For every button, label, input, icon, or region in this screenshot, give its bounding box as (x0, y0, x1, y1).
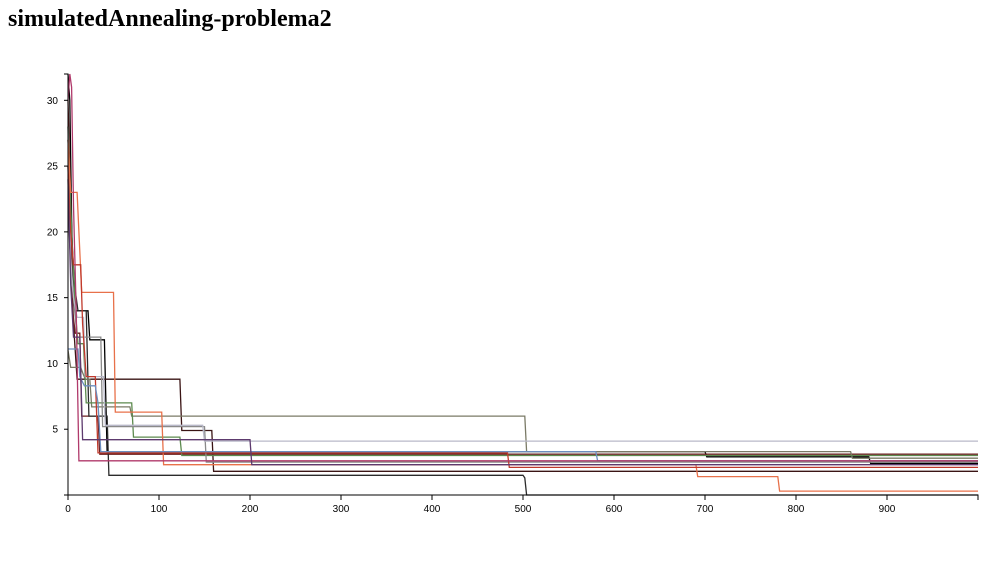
y-tick-label: 30 (47, 96, 59, 107)
y-tick-label: 10 (47, 359, 59, 370)
x-tick-label: 500 (515, 504, 532, 515)
series-line-7 (67, 126, 978, 463)
x-tick-label: 900 (879, 504, 896, 515)
y-tick-label: 25 (47, 162, 59, 173)
series-layer (67, 73, 978, 496)
x-tick-label: 600 (606, 504, 623, 515)
page-title: simulatedAnnealing-problema2 (8, 6, 332, 32)
x-tick-label: 800 (788, 504, 805, 515)
series-line-9 (67, 139, 978, 492)
series-line-6 (67, 126, 978, 457)
x-tick-label: 300 (333, 504, 350, 515)
series-line-8 (67, 166, 978, 442)
y-tick-label: 5 (52, 425, 58, 436)
y-axis (64, 73, 69, 496)
x-tick-label: 200 (242, 504, 259, 515)
x-tick-label: 100 (151, 504, 168, 515)
x-tick-label: 700 (697, 504, 714, 515)
axes-layer (64, 73, 979, 500)
y-tick-label: 20 (47, 227, 59, 238)
series-line-10 (67, 166, 978, 469)
x-tick-label: 400 (424, 504, 441, 515)
series-line-11 (68, 348, 978, 462)
series-line-1 (67, 73, 978, 465)
series-line-3 (67, 100, 978, 455)
series-line-13 (67, 179, 978, 466)
series-line-2 (67, 166, 978, 472)
ticks-layer: 0 100 200 300 400 500 600 700 800 900 5 10 15 20 25 30 (47, 96, 896, 515)
x-tick-label: 0 (65, 504, 71, 515)
series-line-12 (67, 73, 978, 462)
y-tick-label: 15 (47, 293, 59, 304)
series-line-5 (67, 350, 978, 459)
